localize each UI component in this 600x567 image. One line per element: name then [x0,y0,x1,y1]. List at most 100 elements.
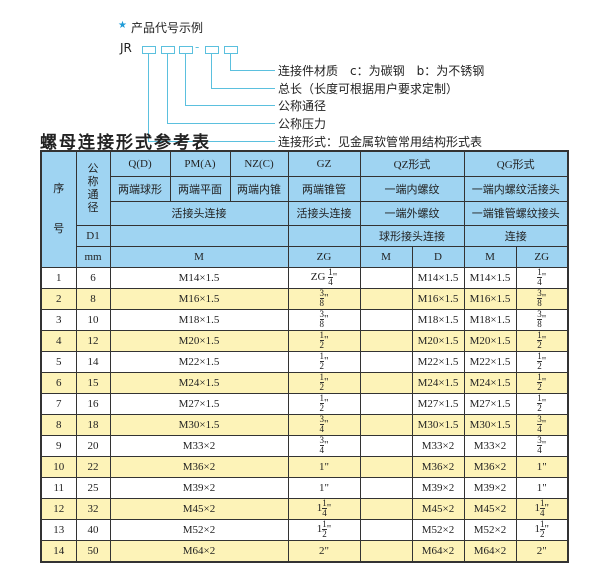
header-empty [287,224,361,247]
cell-qg-m: M24×1.5 [463,371,517,394]
cell-qz-d: M16×1.5 [411,287,465,310]
cell-zg: 1 1 2 " [287,518,361,541]
header-connection: 一端外螺纹 [359,200,465,226]
header-unit: ZG [515,245,569,268]
header-connection: 连接 [463,224,569,247]
cell-m: M30×1.5 [109,413,289,436]
cell-qz-d: M45×2 [411,497,465,520]
cell-qg-m: M20×1.5 [463,329,517,352]
cell-no: 7 [40,392,77,415]
cell-dn: 6 [75,266,111,289]
cell-qg-zg: 1" [515,476,569,499]
cell-zg: 3 4 " [287,413,361,436]
header-connection: 球形接头连接 [359,224,465,247]
cell-zg: 1 2 " [287,329,361,352]
cell-no: 12 [40,497,77,520]
header-shape: 两端锥管 [287,175,361,202]
cell-qz-d: M18×1.5 [411,308,465,331]
cell-no: 6 [40,371,77,394]
cell-dn: 25 [75,476,111,499]
cell-qg-zg: 3 8 " [515,287,569,310]
header-type: NZ(C) [229,150,289,177]
cell-m: M14×1.5 [109,266,289,289]
cell-qg-m: M45×2 [463,497,517,520]
cell-qz-d: M64×2 [411,539,465,562]
label-connection: 连接形式：见金属软管常用结构形式表 [278,135,483,149]
label-pressure: 公称压力 [278,117,327,131]
header-type: QG形式 [463,150,569,177]
cell-dn: 15 [75,371,111,394]
cell-qz-m [359,497,413,520]
cell-zg: 1 2 " [287,350,361,373]
cell-no: 10 [40,455,77,478]
header-unit: M [109,245,289,268]
cell-qg-zg: 1 2 " [515,350,569,373]
cell-dn: 32 [75,497,111,520]
header-shape: 一端内螺纹活接头 [463,175,569,202]
cell-m: M33×2 [109,434,289,457]
cell-qg-zg: 1" [515,455,569,478]
table-row: 3 10 M18×1.5 3 8 " M18×1.5 M18×1.5 3 8 " [40,308,569,331]
cell-no: 9 [40,434,77,457]
label-material: 连接件材质 c：为碳钢 b：为不锈钢 [278,64,485,78]
cell-qg-m: M16×1.5 [463,287,517,310]
table-row: 2 8 M16×1.5 3 8 " M16×1.5 M16×1.5 3 8 " [40,287,569,310]
cell-no: 11 [40,476,77,499]
cell-dn: 18 [75,413,111,436]
label-length: 总长（长度可根据用户要求定制） [278,82,459,96]
cell-dn: 40 [75,518,111,541]
table-row: 14 50 M64×2 2" M64×2 M64×2 2" [40,539,569,562]
cell-m: M27×1.5 [109,392,289,415]
header-dn: 公称通径 [75,150,111,226]
cell-qg-zg: 2" [515,539,569,562]
table-title: 螺母连接形式参考表 [40,133,211,153]
cell-qz-d: M33×2 [411,434,465,457]
cell-qz-m [359,287,413,310]
cell-qg-zg: 3 4 " [515,434,569,457]
cell-dn: 22 [75,455,111,478]
header-empty [109,224,289,247]
header-mm: mm [75,245,111,268]
cell-qz-m [359,539,413,562]
header-connection: 一端锥管螺纹接头 [463,200,569,226]
table-row: 5 14 M22×1.5 1 2 " M22×1.5 M22×1.5 1 2 " [40,350,569,373]
cell-no: 1 [40,266,77,289]
cell-qg-zg: 1 4 " [515,266,569,289]
cell-qg-m: M27×1.5 [463,392,517,415]
cell-qz-d: M27×1.5 [411,392,465,415]
cell-qg-m: M64×2 [463,539,517,562]
cell-no: 13 [40,518,77,541]
code-prefix: JR [120,41,132,55]
cell-qg-m: M14×1.5 [463,266,517,289]
cell-qz-d: M20×1.5 [411,329,465,352]
cell-qg-m: M36×2 [463,455,517,478]
star-icon: ★ [118,20,127,31]
table-row: 11 25 M39×2 1" M39×2 M39×2 1" [40,476,569,499]
cell-zg: 3 4 " [287,434,361,457]
cell-zg: 3 8 " [287,308,361,331]
cell-dn: 20 [75,434,111,457]
table-row: 13 40 M52×2 1 1 2 " M52×2 M52×2 1 1 2 " [40,518,569,541]
cell-zg: 1 2 " [287,371,361,394]
cell-zg: ZG 1 4 " [287,266,361,289]
cell-qg-m: M39×2 [463,476,517,499]
label-diameter: 公称通径 [278,99,327,113]
cell-qz-m [359,434,413,457]
cell-qz-m [359,413,413,436]
header-shape: 两端平面 [169,175,231,202]
cell-qg-zg: 1 2 " [515,392,569,415]
cell-zg: 1" [287,455,361,478]
cell-qz-d: M22×1.5 [411,350,465,373]
cell-m: M20×1.5 [109,329,289,352]
cell-zg: 1 1 4 " [287,497,361,520]
cell-no: 2 [40,287,77,310]
cell-qg-m: M33×2 [463,434,517,457]
cell-m: M24×1.5 [109,371,289,394]
